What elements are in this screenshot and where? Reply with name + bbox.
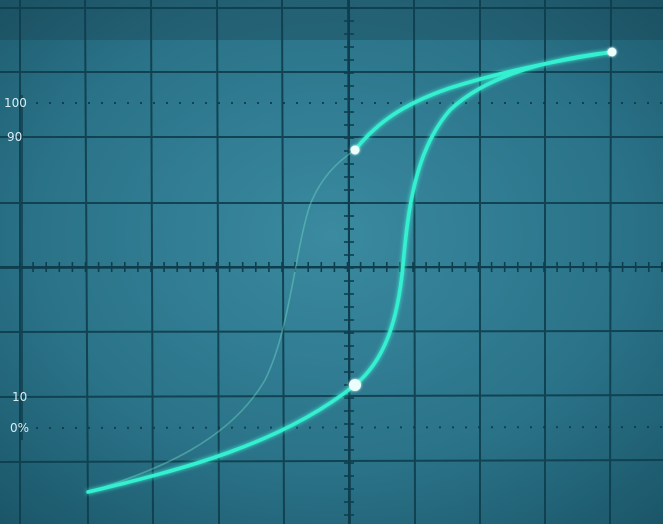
label-100: 100 [4, 96, 27, 110]
trace-dot-end [608, 48, 617, 57]
label-0-percent: 0% [10, 421, 29, 435]
label-10: 10 [12, 390, 27, 404]
trace-dot-10 [349, 379, 361, 391]
trace-dot-90 [351, 146, 360, 155]
label-90: 90 [7, 130, 22, 144]
grid-vertical-line [414, 0, 415, 524]
grid-horizontal-line [0, 331, 663, 332]
screen-vignette-top [0, 0, 663, 40]
